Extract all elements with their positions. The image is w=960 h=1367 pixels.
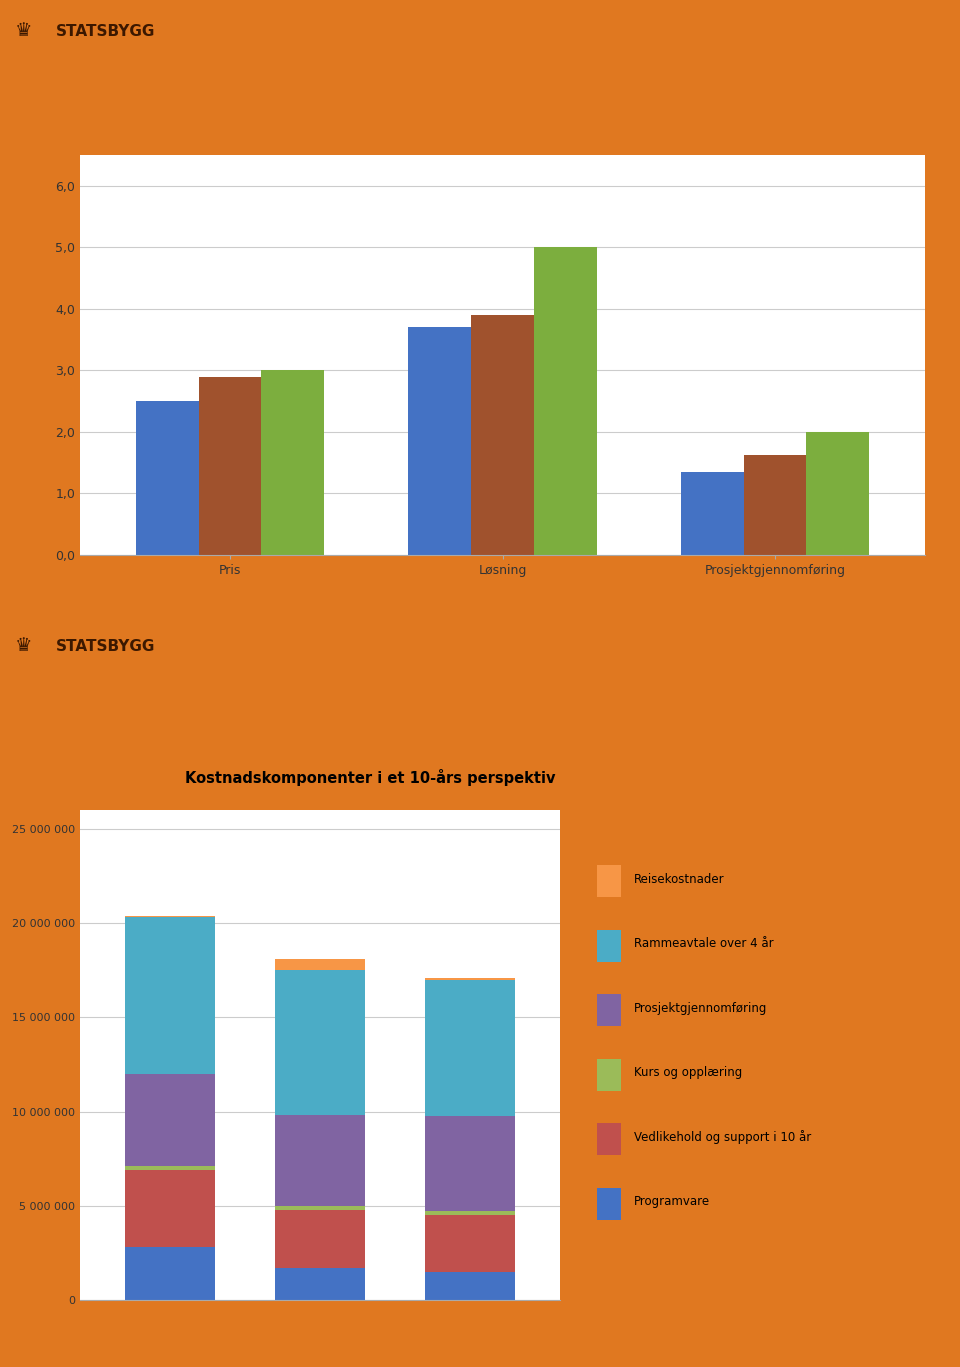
Text: Programvare: Programvare: [635, 1195, 710, 1208]
Bar: [597, 1188, 620, 1219]
Bar: [199, 376, 261, 555]
Text: Kurs og opplæring: Kurs og opplæring: [635, 1066, 742, 1080]
Text: Kostnadskomponenter i et 10-års perspektiv: Kostnadskomponenter i et 10-års perspekt…: [184, 770, 555, 786]
Bar: [261, 370, 324, 555]
Bar: [125, 1170, 215, 1247]
Bar: [534, 247, 596, 555]
Text: ♛: ♛: [15, 636, 33, 655]
Text: TOTAL PRIS – 10-ÅRS PERSPEKTIV -  ESTIMERT: TOTAL PRIS – 10-ÅRS PERSPEKTIV - ESTIMER…: [191, 700, 769, 720]
Bar: [136, 401, 199, 555]
Bar: [275, 1115, 365, 1206]
Bar: [425, 1211, 515, 1215]
Bar: [275, 958, 365, 971]
Bar: [597, 994, 620, 1027]
Text: SAMLET VURDERING OG INNSTILLING: SAMLET VURDERING OG INNSTILLING: [232, 83, 728, 107]
Bar: [275, 1206, 365, 1210]
Bar: [425, 977, 515, 980]
Text: STATSBYGG: STATSBYGG: [56, 640, 156, 655]
Bar: [125, 1247, 215, 1300]
Text: Vedlikehold og support i 10 år: Vedlikehold og support i 10 år: [635, 1131, 811, 1144]
Bar: [597, 1059, 620, 1091]
Text: Reisekostnader: Reisekostnader: [635, 874, 725, 886]
Bar: [425, 1215, 515, 1271]
Bar: [471, 314, 534, 555]
Text: Rammeavtale over 4 år: Rammeavtale over 4 år: [635, 938, 774, 950]
Bar: [275, 1269, 365, 1300]
Bar: [597, 1124, 620, 1155]
Text: STATSBYGG: STATSBYGG: [56, 25, 156, 40]
Bar: [125, 1166, 215, 1170]
Bar: [425, 1117, 515, 1211]
Bar: [275, 971, 365, 1115]
Bar: [408, 327, 471, 555]
Bar: [425, 980, 515, 1117]
Bar: [425, 1271, 515, 1300]
Text: Prosjektgjennomføring: Prosjektgjennomføring: [635, 1002, 768, 1014]
Bar: [125, 917, 215, 1074]
Bar: [806, 432, 869, 555]
Text: ♛: ♛: [15, 21, 33, 40]
Bar: [125, 1074, 215, 1166]
Bar: [275, 1210, 365, 1269]
Bar: [744, 455, 806, 555]
Bar: [125, 916, 215, 917]
Bar: [597, 930, 620, 962]
Bar: [597, 865, 620, 897]
Bar: [681, 472, 744, 555]
